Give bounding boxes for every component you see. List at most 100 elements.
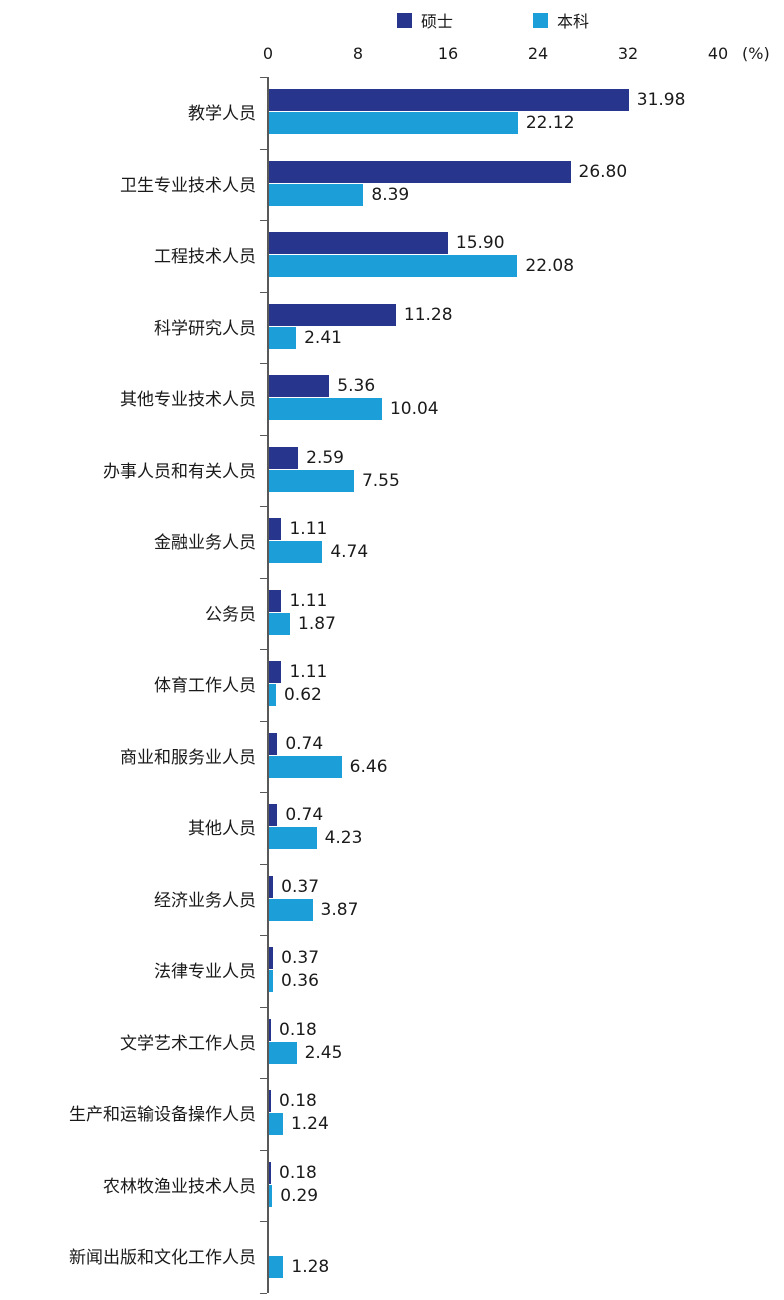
chart-row: 工程技术人员 15.90 22.08	[0, 220, 784, 292]
bar-masters	[269, 446, 299, 469]
bar-masters	[269, 1161, 272, 1184]
category-axis-tick	[260, 720, 267, 722]
category-label: 科学研究人员	[154, 318, 256, 339]
category-axis-tick	[260, 434, 267, 436]
value-label: 22.08	[525, 256, 575, 276]
category-label: 其他人员	[188, 819, 256, 839]
bar-bachelors	[269, 1113, 283, 1135]
value-label: 0.18	[279, 1162, 317, 1183]
category-label: 新闻出版和文化工作人员	[69, 1248, 256, 1268]
category-axis-tick	[260, 363, 267, 364]
bar-masters	[269, 1090, 272, 1112]
chart-row: 办事人员和有关人员 2.59 7.55	[0, 435, 784, 507]
category-label: 金融业务人员	[154, 533, 256, 553]
legend-swatch	[533, 12, 548, 28]
axis-tick-label: 32	[617, 44, 639, 63]
category-label: 公务员	[205, 604, 256, 625]
axis-unit-label: (%)	[742, 44, 770, 63]
legend-label: 硕士	[420, 12, 453, 31]
bar-bachelors	[269, 970, 274, 992]
bar-masters	[269, 518, 282, 540]
value-label: 0.62	[283, 685, 322, 705]
bar-bachelors	[269, 1184, 273, 1207]
category-label: 经济业务人员	[154, 890, 256, 911]
bar-bachelors	[269, 541, 323, 563]
bar-masters	[269, 1018, 272, 1041]
axis-tick-label: 8	[352, 44, 364, 63]
bar-masters	[269, 804, 278, 826]
legend-label: 本科	[557, 12, 590, 31]
bar-bachelors	[269, 755, 342, 778]
bar-bachelors	[269, 1041, 297, 1064]
bar-masters	[269, 589, 282, 612]
chart-row: 其他人员 0.74 4.23	[0, 792, 784, 864]
category-axis-tick	[260, 1221, 267, 1222]
value-label: 1.28	[291, 1257, 330, 1277]
bar-masters	[269, 875, 274, 898]
value-label: 0.29	[280, 1185, 319, 1206]
value-label: 0.36	[281, 971, 319, 991]
value-label: 2.41	[304, 327, 342, 348]
value-label: 0.18	[279, 1019, 317, 1040]
bar-masters	[269, 89, 629, 111]
category-axis-tick	[260, 220, 267, 221]
bar-bachelors	[269, 827, 317, 849]
chart-row: 科学研究人员 11.28 2.41	[0, 292, 784, 364]
bar-bachelors	[269, 612, 291, 635]
category-axis-tick	[260, 577, 267, 579]
value-label: 0.74	[285, 805, 324, 825]
bar-bachelors	[269, 684, 276, 706]
category-label: 商业和服务业人员	[120, 747, 256, 768]
category-axis-tick	[260, 291, 267, 293]
category-label: 教学人员	[188, 104, 256, 124]
value-label: 6.46	[349, 756, 388, 777]
bar-masters	[269, 947, 274, 969]
axis-tick-label: 40	[707, 44, 729, 63]
chart-row: 农林牧渔业技术人员 0.18 0.29	[0, 1150, 784, 1222]
chart-row: 体育工作人员 1.11 0.62	[0, 649, 784, 721]
bar-masters	[269, 303, 396, 326]
chart-row: 公务员 1.11 1.87	[0, 578, 784, 650]
category-axis-tick	[260, 649, 267, 650]
category-label: 卫生专业技术人员	[120, 175, 256, 196]
bar-masters	[269, 732, 278, 755]
bar-bachelors	[269, 398, 382, 420]
category-label: 农林牧渔业技术人员	[103, 1176, 256, 1197]
chart-row: 商业和服务业人员 0.74 6.46	[0, 721, 784, 793]
value-label: 7.55	[361, 470, 400, 491]
value-label: 11.28	[403, 304, 453, 325]
category-label: 生产和运输设备操作人员	[69, 1105, 256, 1125]
value-label: 1.11	[289, 519, 328, 539]
bar-masters	[269, 375, 330, 397]
value-label: 1.11	[289, 662, 328, 682]
value-label: 10.04	[389, 399, 439, 419]
value-label: 0.37	[281, 948, 320, 968]
category-axis-tick	[260, 1078, 267, 1079]
category-label: 工程技术人员	[154, 247, 256, 267]
category-axis-tick	[260, 77, 267, 78]
chart-row: 文学艺术工作人员 0.18 2.45	[0, 1007, 784, 1079]
chart-row: 法律专业人员 0.37 0.36	[0, 935, 784, 1007]
value-label: 26.80	[578, 161, 628, 182]
value-label: 22.12	[525, 113, 575, 133]
value-label: 1.11	[289, 590, 328, 611]
axis-tick-label: 24	[527, 44, 549, 63]
value-label: 8.39	[371, 184, 410, 205]
legend-item-bachelors: 本科	[533, 8, 589, 32]
bar-masters	[269, 232, 448, 254]
legend-item-masters: 硕士	[396, 8, 453, 32]
bar-bachelors	[269, 255, 518, 277]
chart-row: 卫生专业技术人员 26.80 8.39	[0, 149, 784, 221]
category-axis-tick	[260, 792, 267, 793]
category-axis-tick	[260, 1292, 267, 1294]
bar-bachelors	[269, 112, 518, 134]
bar-bachelors	[269, 469, 354, 492]
chart-row: 教学人员 31.98 22.12	[0, 77, 784, 149]
value-label: 2.59	[306, 447, 344, 468]
bar-masters	[269, 661, 282, 683]
chart-row: 经济业务人员 0.37 3.87	[0, 864, 784, 936]
category-label: 其他专业技术人员	[120, 390, 256, 410]
value-label: 3.87	[320, 899, 359, 920]
value-label: 0.74	[285, 733, 324, 754]
bar-masters	[269, 160, 571, 183]
